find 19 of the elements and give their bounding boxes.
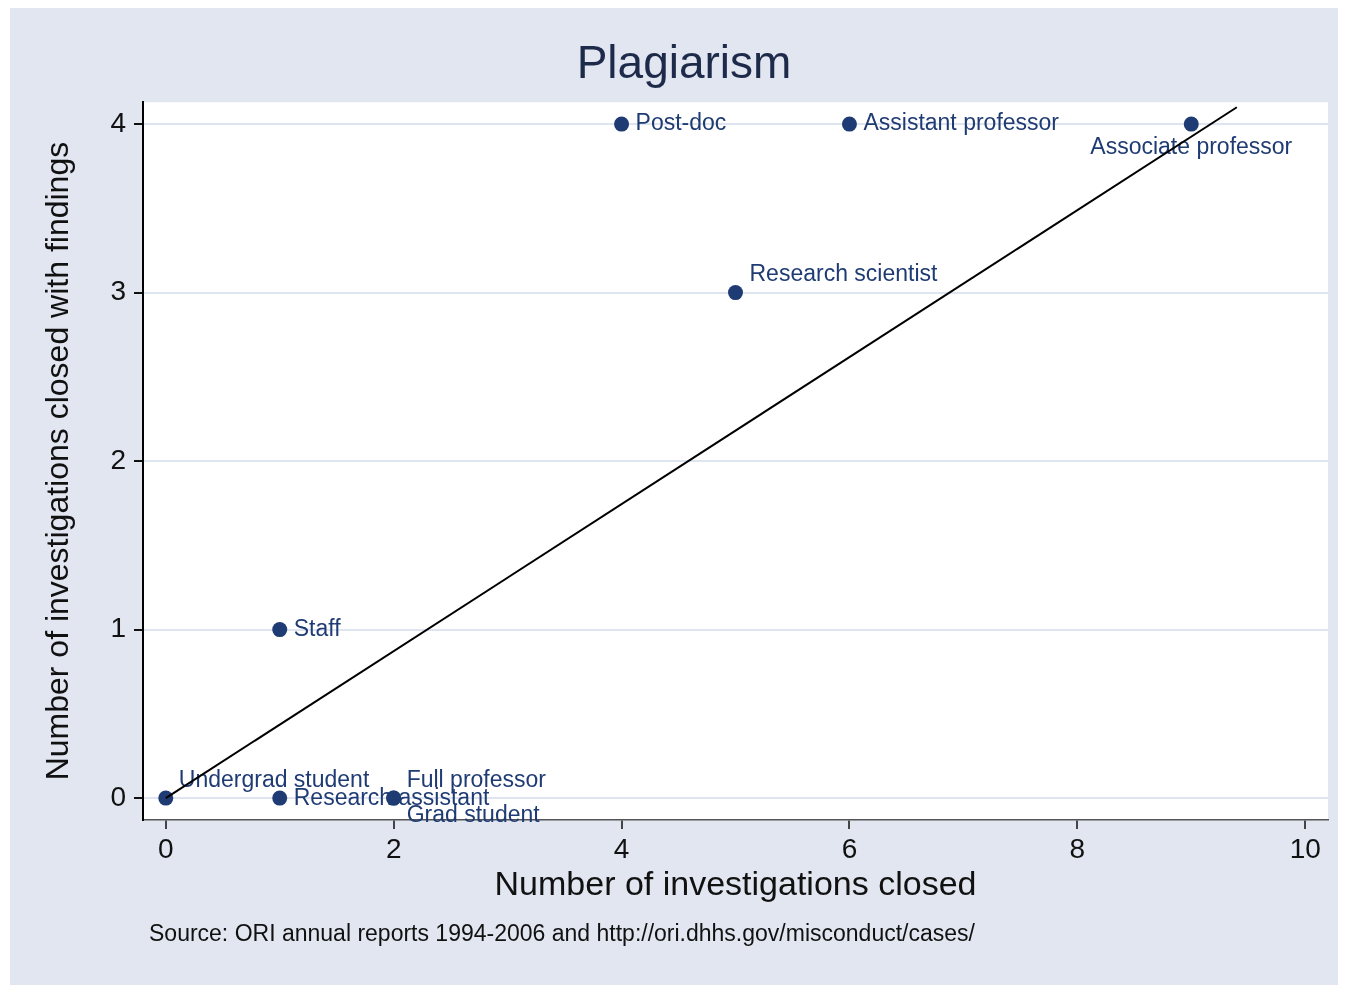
annotation: Staff — [293, 614, 342, 641]
y-tick-label: 2 — [110, 443, 126, 475]
x-tick-label: 4 — [613, 832, 630, 864]
source-note: Source: ORI annual reports 1994-2006 and http://ori.dhhs.gov/misconduct/cases/ — [149, 920, 976, 947]
annotation: Research scientist — [749, 259, 939, 286]
x-tick-label: 10 — [1289, 832, 1321, 864]
annotation: Assistant professor — [863, 109, 1060, 136]
x-tick-label: 6 — [841, 832, 858, 864]
x-tick-label: 0 — [158, 832, 174, 864]
y-axis-title: Number of investigations closed with findings — [39, 141, 76, 781]
chart-title: Plagiarism — [576, 36, 792, 89]
x-tick-label: 2 — [385, 832, 402, 864]
y-tick-label: 0 — [110, 780, 126, 812]
x-axis-title: Number of investigations closed — [494, 863, 977, 902]
y-tick-label: 1 — [110, 612, 126, 644]
x-tick-label: 8 — [1069, 832, 1086, 864]
y-tick-label: 3 — [110, 275, 126, 307]
annotation: Post-doc — [635, 109, 727, 136]
y-tick-label: 4 — [110, 106, 126, 138]
